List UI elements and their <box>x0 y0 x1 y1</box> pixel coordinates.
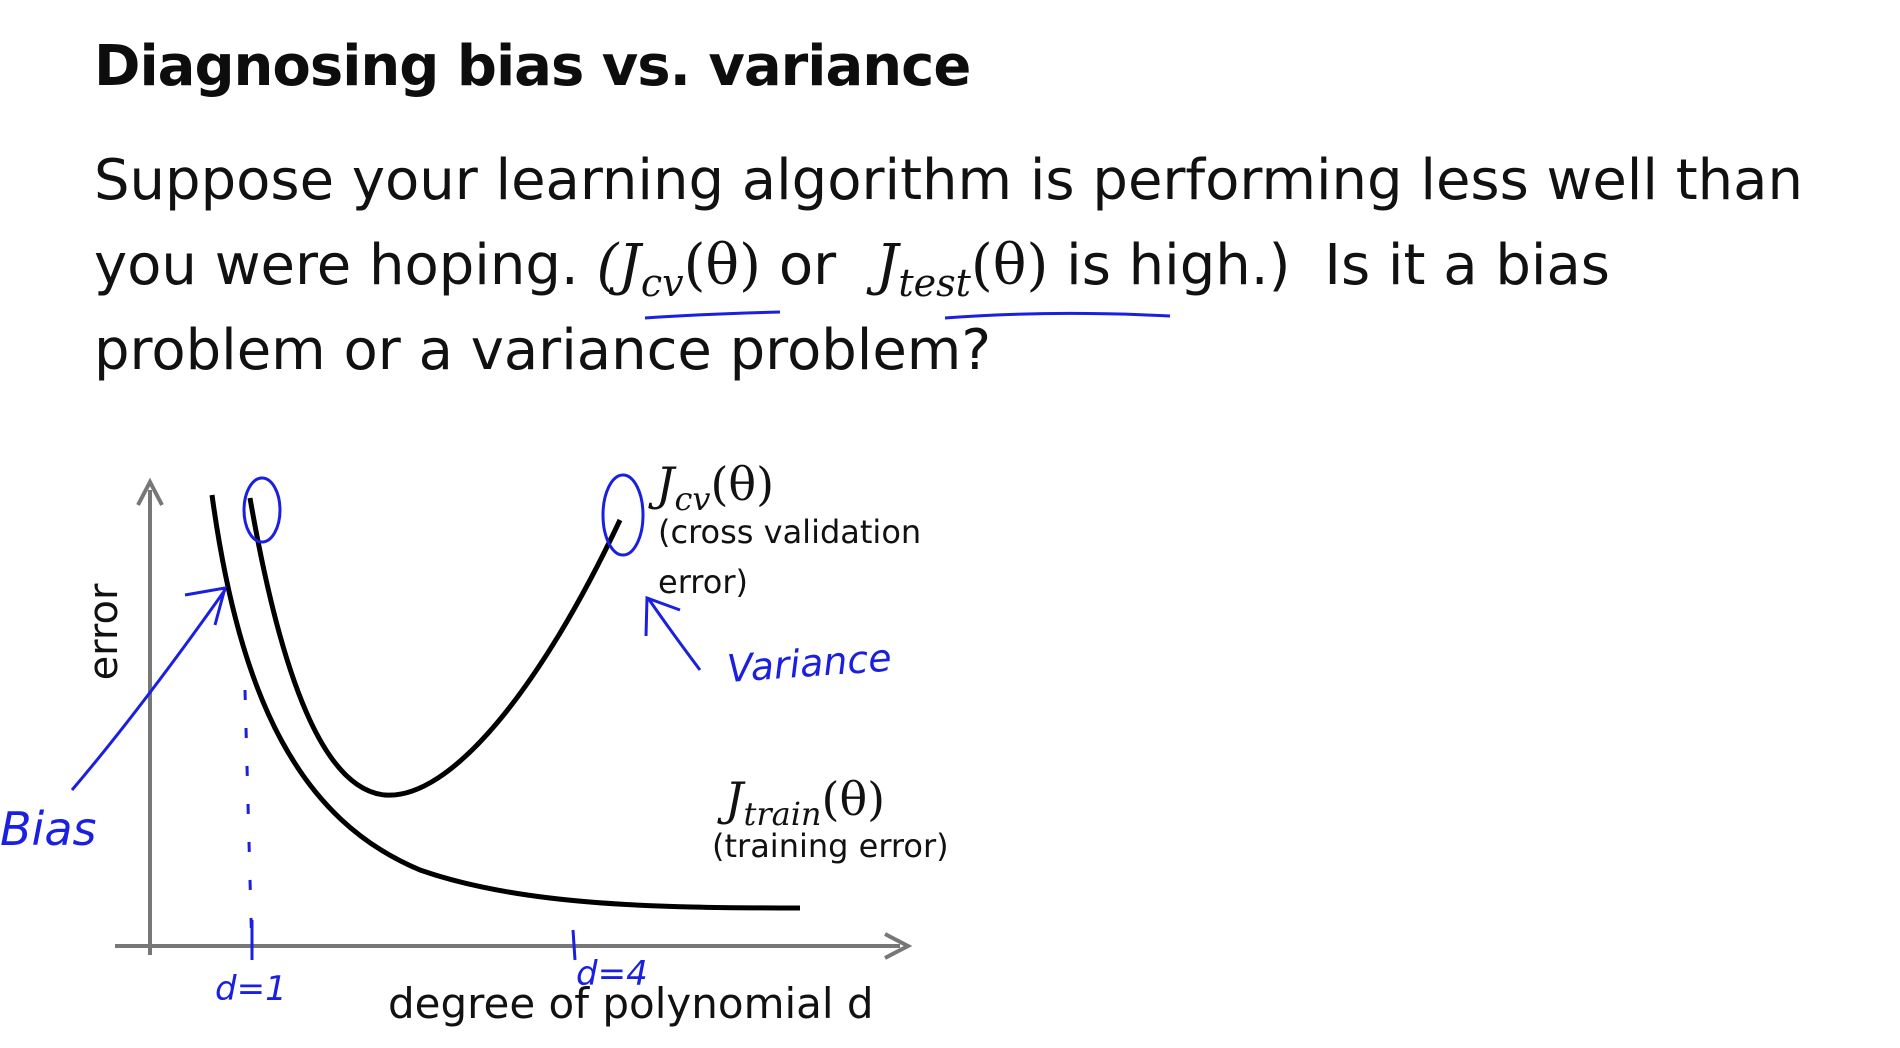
variance-annotation: Variance <box>726 636 893 691</box>
page-title: Diagnosing bias vs. variance <box>94 34 971 99</box>
d4-annotation: d=4 <box>576 954 648 994</box>
cv-curve-desc-2: error) <box>658 563 748 601</box>
axes <box>115 477 913 960</box>
d1-annotation: d=1 <box>215 969 287 1009</box>
y-axis-label: error <box>81 583 127 680</box>
jcv-arg: (θ) <box>683 233 761 298</box>
jcv-sub: cv <box>640 261 684 305</box>
paragraph-line-2-pre: you were hoping. <box>94 233 579 298</box>
train-curve-desc: (training error) <box>712 827 949 865</box>
cv-name-sub: cv <box>674 480 710 518</box>
variance-circle <box>601 473 645 557</box>
handwritten-annotations <box>70 473 702 961</box>
paragraph-line-2-question: Is it a bias <box>1324 233 1610 298</box>
d4-tick <box>571 929 577 961</box>
cv-name-main: J <box>648 457 677 511</box>
cv-curve-name: Jcv(θ) <box>648 457 774 518</box>
paragraph-line-3: problem or a variance problem? <box>94 318 992 383</box>
bias-circle <box>242 476 282 544</box>
or-word: or <box>778 233 837 298</box>
y-axis-arrow <box>136 477 164 506</box>
d1-dashed-line <box>243 689 254 956</box>
cv-name-arg: (θ) <box>710 457 774 511</box>
bias-annotation: Bias <box>0 802 97 856</box>
jtest-formula: Jtest(θ) <box>875 233 1049 303</box>
jcv-main: J <box>618 233 641 298</box>
paragraph-line-1: Suppose your learning algorithm is perfo… <box>94 148 1803 213</box>
variance-arrow <box>646 597 702 671</box>
x-axis-label: degree of polynomial d <box>388 979 874 1028</box>
jcv-formula: (Jcv(θ) <box>596 233 761 305</box>
paragraph-line-2-post: is high.) <box>1066 233 1291 298</box>
jcv-underline <box>644 310 781 320</box>
jtest-sub: test <box>898 261 971 305</box>
variance-arrowhead <box>644 595 681 637</box>
jtest-arg: (θ) <box>970 233 1049 298</box>
cv-curve <box>247 497 623 798</box>
train-name-sub: train <box>743 795 821 833</box>
train-curve-name: Jtrain(θ) <box>717 772 885 833</box>
bias-arrow <box>70 589 227 791</box>
x-axis-arrow <box>884 932 913 960</box>
bias-arrowhead <box>184 586 228 626</box>
jtest-underline <box>944 311 1171 320</box>
jtest-main: J <box>875 233 899 298</box>
train-name-main: J <box>717 772 746 826</box>
cv-curve-desc-1: (cross validation <box>658 513 921 551</box>
train-name-arg: (θ) <box>822 772 886 826</box>
paragraph-line-2: you were hoping. (Jcv(θ) or Jtest(θ) is … <box>94 238 1610 303</box>
train-curve <box>209 494 801 911</box>
